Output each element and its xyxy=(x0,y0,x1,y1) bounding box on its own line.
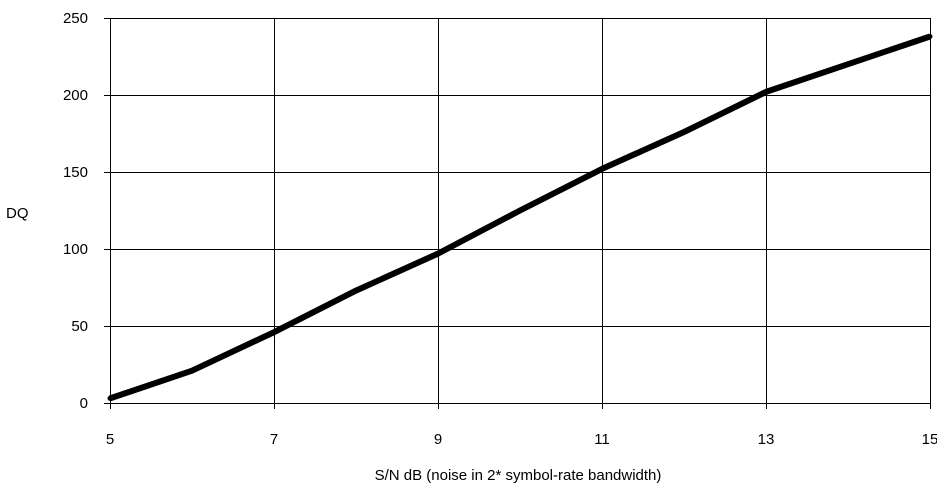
x-tick-label-13: 13 xyxy=(758,431,775,448)
y-tick-labels: 0 50 100 150 200 250 xyxy=(63,10,88,412)
x-axis-title: S/N dB (noise in 2* symbol-rate bandwidt… xyxy=(375,467,662,484)
data-point-12 xyxy=(681,129,687,135)
x-tick-label-5: 5 xyxy=(106,431,114,448)
data-point-6 xyxy=(189,368,195,374)
data-point-15 xyxy=(927,34,933,39)
x-tick-labels: 5 7 9 11 13 15 xyxy=(106,431,937,448)
y-tick-label-150: 150 xyxy=(63,164,88,181)
data-point-14 xyxy=(845,61,851,67)
x-tick-label-11: 11 xyxy=(594,431,610,448)
y-tick-label-250: 250 xyxy=(63,10,88,27)
y-tick-label-50: 50 xyxy=(71,318,88,335)
data-point-5 xyxy=(107,395,113,401)
data-point-8 xyxy=(353,288,359,294)
y-axis-title: DQ xyxy=(6,205,29,222)
y-tick-label-200: 200 xyxy=(63,87,88,104)
x-tick-label-7: 7 xyxy=(270,431,278,448)
x-tick-label-9: 9 xyxy=(434,431,442,448)
data-point-10 xyxy=(517,208,523,213)
series-layer xyxy=(107,33,933,402)
y-tick-label-0: 0 xyxy=(80,395,88,412)
series-line-0 xyxy=(109,33,931,402)
data-point-11 xyxy=(599,166,605,172)
data-point-7 xyxy=(271,329,277,335)
x-tick-label-15: 15 xyxy=(922,431,937,448)
data-point-9 xyxy=(435,251,441,257)
data-point-13 xyxy=(763,89,769,95)
y-tick-label-100: 100 xyxy=(63,241,88,258)
grid xyxy=(104,18,931,409)
